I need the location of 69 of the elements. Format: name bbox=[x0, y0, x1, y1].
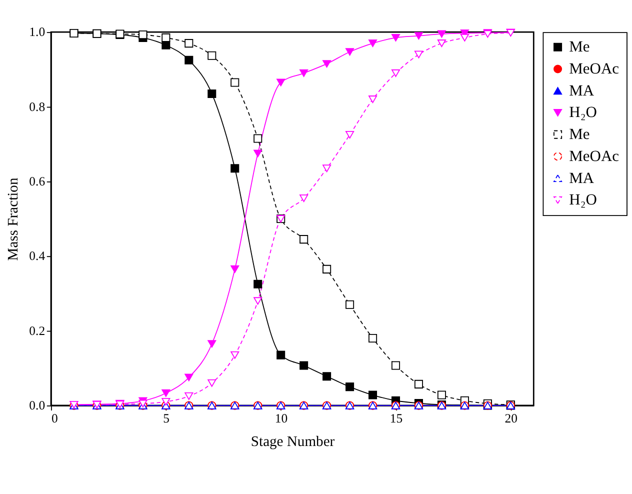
y-tick-label: 0.4 bbox=[29, 249, 46, 264]
point bbox=[138, 30, 148, 39]
point bbox=[162, 33, 170, 42]
y-tick-label: 0.2 bbox=[29, 324, 46, 338]
point bbox=[254, 134, 262, 143]
x-tick-label: 0 bbox=[51, 411, 58, 426]
point bbox=[184, 374, 194, 382]
point bbox=[437, 40, 446, 48]
x-tick-label: 15 bbox=[390, 411, 403, 426]
point bbox=[414, 32, 423, 40]
legend-label: MA bbox=[569, 82, 595, 100]
point bbox=[368, 390, 378, 400]
point bbox=[414, 380, 423, 388]
point bbox=[162, 389, 170, 397]
point bbox=[208, 379, 216, 387]
x-axis-title: Stage Number bbox=[250, 434, 335, 450]
point bbox=[414, 50, 423, 58]
point bbox=[208, 89, 216, 98]
legend-label: H₂O bbox=[569, 104, 597, 122]
y-tick-label: 0.6 bbox=[29, 174, 46, 189]
point bbox=[437, 30, 446, 38]
y-axis-title: Mass Fraction bbox=[5, 177, 22, 261]
x-tick-label: 10 bbox=[274, 411, 288, 426]
point bbox=[346, 382, 354, 392]
point bbox=[300, 235, 308, 244]
point bbox=[184, 39, 194, 48]
point bbox=[184, 392, 194, 400]
point bbox=[254, 150, 262, 158]
point bbox=[230, 265, 240, 273]
x-tick-label: 5 bbox=[163, 411, 170, 426]
point bbox=[346, 131, 354, 139]
point bbox=[208, 340, 216, 348]
point bbox=[437, 390, 446, 400]
point bbox=[230, 78, 240, 87]
point bbox=[254, 297, 262, 305]
point bbox=[254, 280, 262, 288]
point bbox=[230, 351, 240, 359]
point bbox=[368, 40, 378, 48]
y-tick-label: 0.8 bbox=[29, 100, 46, 114]
legend-label: Me bbox=[569, 38, 590, 56]
legend-label: H₂O bbox=[569, 192, 597, 209]
x-tick-label: 20 bbox=[504, 411, 518, 426]
y-tick-label: 0.0 bbox=[29, 398, 46, 413]
point bbox=[276, 78, 286, 86]
legend-label: Me bbox=[569, 126, 590, 144]
point bbox=[322, 372, 332, 381]
legend-label: MA bbox=[569, 170, 595, 187]
point bbox=[391, 34, 400, 42]
legend-label: MeOAc bbox=[569, 148, 620, 165]
point bbox=[300, 69, 308, 77]
point bbox=[391, 69, 400, 77]
point bbox=[322, 264, 332, 274]
point bbox=[346, 300, 354, 309]
point bbox=[368, 334, 378, 343]
point bbox=[162, 398, 170, 406]
point bbox=[322, 164, 332, 172]
point bbox=[300, 361, 308, 370]
point bbox=[391, 361, 400, 370]
point bbox=[368, 96, 378, 104]
point bbox=[276, 350, 286, 360]
point bbox=[346, 48, 354, 56]
y-tick-label: 1.0 bbox=[29, 25, 46, 40]
point bbox=[322, 60, 332, 68]
point bbox=[230, 164, 240, 173]
point bbox=[300, 194, 308, 202]
point bbox=[208, 51, 216, 60]
point bbox=[184, 56, 194, 64]
legend-label: MeOAc bbox=[569, 60, 620, 78]
point bbox=[460, 34, 469, 42]
